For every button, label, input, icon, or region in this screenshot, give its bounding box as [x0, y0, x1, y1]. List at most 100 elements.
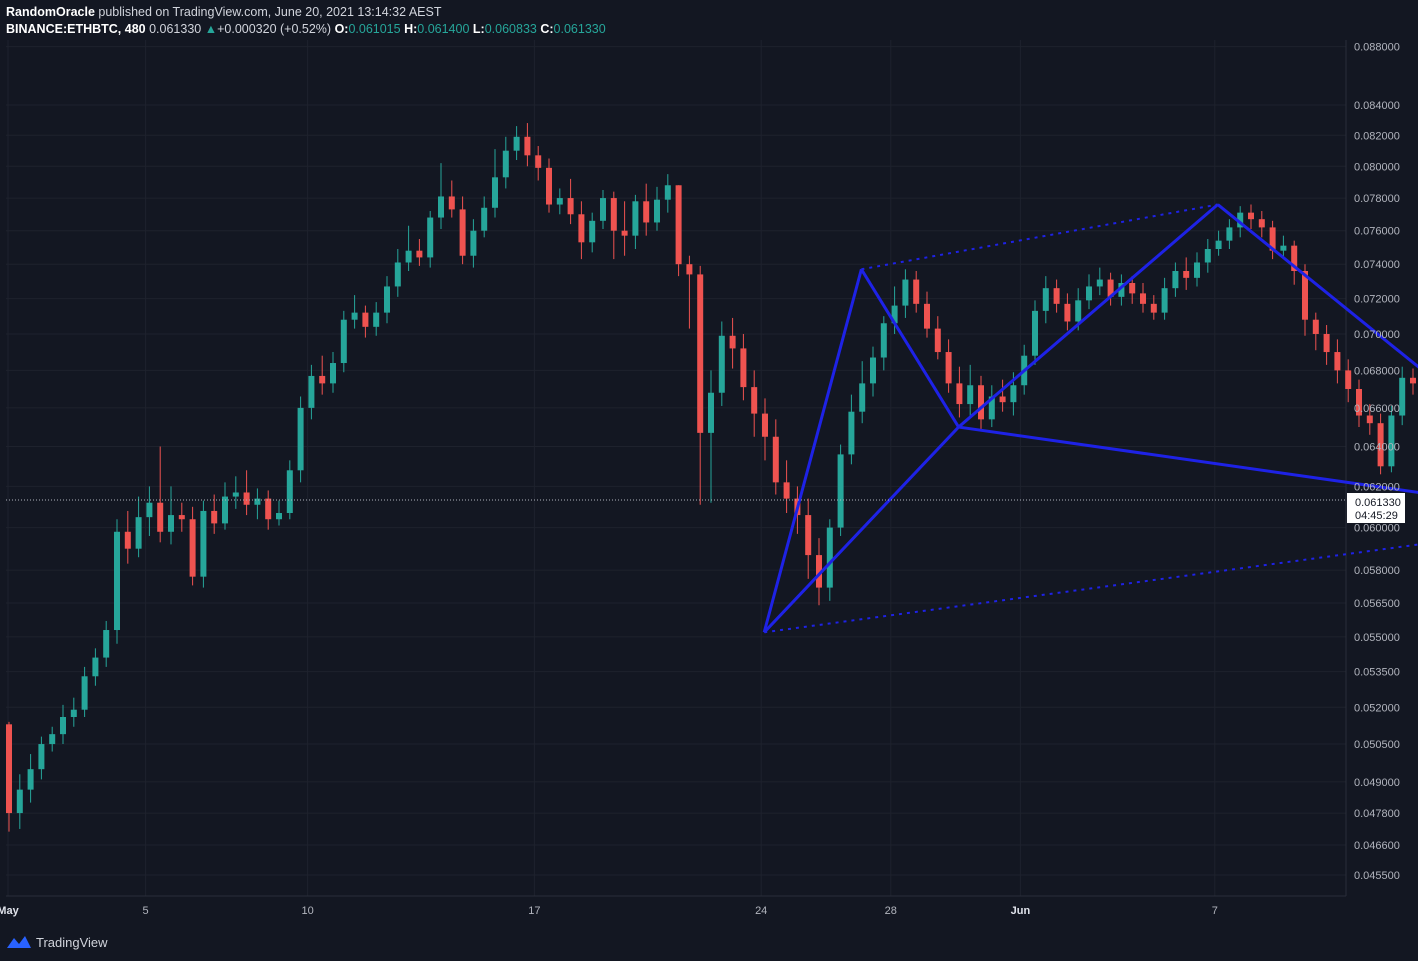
- candle-body: [427, 217, 434, 258]
- pattern-dotted-line: [764, 543, 1418, 634]
- high-label: H:: [404, 22, 418, 36]
- pattern-leg: [958, 425, 1418, 494]
- time-tick-label: 5: [143, 905, 149, 917]
- candle-body: [438, 196, 444, 218]
- candle-body: [1258, 219, 1265, 228]
- candle-body: [1291, 245, 1298, 271]
- last-price-marker: 0.061330 04:45:29: [1347, 493, 1405, 523]
- open-value: 0.061015: [348, 22, 401, 36]
- candle-body: [600, 198, 606, 221]
- candle-body: [459, 209, 466, 256]
- cypher-pattern[interactable]: Cypher: [762, 203, 1418, 634]
- time-tick-label: Jun: [1011, 905, 1031, 917]
- candle-body: [1323, 333, 1330, 353]
- tradingview-logo-icon[interactable]: [6, 935, 32, 949]
- price-tick-label: 0.056500: [1354, 598, 1400, 610]
- candle-body: [783, 482, 790, 499]
- price-tick-label: 0.070000: [1354, 329, 1400, 341]
- candle-body: [654, 199, 660, 223]
- time-axis[interactable]: May510172428Jun7142125: [0, 905, 1418, 917]
- candle-body: [70, 709, 77, 717]
- candle-body: [168, 515, 174, 532]
- candle-body: [708, 392, 714, 433]
- candle-body: [934, 328, 941, 353]
- chart-header: RandomOracle published on TradingView.co…: [0, 0, 1418, 40]
- candle-body: [49, 734, 56, 745]
- candle-body: [502, 150, 509, 178]
- candle-body: [1215, 240, 1222, 250]
- candle-body: [880, 323, 887, 358]
- candle-body: [1042, 288, 1049, 311]
- time-tick-label: 10: [301, 905, 313, 917]
- candle-body: [16, 789, 23, 814]
- candle-body: [567, 198, 574, 215]
- candle-body: [729, 335, 736, 349]
- candle-body: [38, 744, 45, 770]
- candle-body: [394, 262, 401, 287]
- candle-body: [1388, 415, 1395, 467]
- candle-body: [632, 201, 639, 236]
- candle-body: [1312, 319, 1319, 334]
- symbol-label[interactable]: BINANCE:ETHBTC, 480: [6, 22, 146, 36]
- price-tick-label: 0.074000: [1354, 259, 1400, 271]
- candle-body: [1150, 303, 1157, 313]
- candle-body: [664, 185, 671, 200]
- low-value: 0.060833: [484, 22, 537, 36]
- countdown-label: 04:45:29: [1355, 510, 1398, 522]
- price-tick-label: 0.060000: [1354, 523, 1400, 535]
- high-value: 0.061400: [417, 22, 470, 36]
- candle-body: [1334, 352, 1341, 371]
- price-chart[interactable]: Cypher 0.0880000.0840000.0820000.0800000…: [0, 0, 1418, 932]
- candle-body: [805, 515, 812, 556]
- candle-body: [1107, 279, 1114, 297]
- candle-body: [1248, 212, 1254, 220]
- price-tick-label: 0.058000: [1354, 565, 1400, 577]
- candle-body: [276, 513, 282, 520]
- candle-body: [848, 411, 855, 455]
- price-axis[interactable]: 0.088000 0.084000 0.082000 0.080000 0.078000…: [1354, 42, 1400, 882]
- candle-body: [351, 312, 358, 320]
- candle-body: [1269, 227, 1276, 251]
- symbol-line: BINANCE:ETHBTC, 480 0.061330 ▲+0.000320 …: [6, 22, 606, 36]
- author-name[interactable]: RandomOracle: [6, 5, 95, 19]
- candle-body: [891, 305, 898, 324]
- price-tick-label: 0.066000: [1354, 403, 1400, 415]
- brand-name[interactable]: TradingView: [36, 934, 108, 950]
- candle-body: [297, 407, 304, 471]
- pattern-dotted-line: [861, 203, 1218, 271]
- price-tick-label: 0.052000: [1354, 702, 1400, 714]
- candle-body: [535, 155, 542, 168]
- last-price-label: 0.061330: [1355, 497, 1401, 509]
- candle-body: [103, 630, 110, 658]
- candle-body: [956, 383, 963, 405]
- candle-body: [1302, 270, 1308, 320]
- price-tick-label: 0.072000: [1354, 294, 1400, 306]
- candle-body: [610, 198, 617, 231]
- candle-body: [81, 676, 88, 710]
- candle-body: [589, 220, 596, 243]
- candle-body: [492, 177, 498, 208]
- candle-body: [978, 385, 984, 420]
- candle-body: [286, 470, 293, 514]
- close-value: 0.061330: [553, 22, 606, 36]
- candle-body: [405, 250, 412, 263]
- candle-body: [448, 196, 455, 210]
- candle-body: [1410, 377, 1416, 384]
- candle-body: [211, 510, 218, 524]
- candle-body: [157, 502, 164, 532]
- time-tick-label: 7: [1212, 905, 1218, 917]
- candle-body: [200, 510, 207, 577]
- open-label: O:: [334, 22, 349, 36]
- candle-body: [1280, 245, 1287, 251]
- change-value: +0.000320 (+0.52%): [217, 22, 332, 36]
- candle-body: [60, 716, 66, 735]
- candle-body: [1237, 212, 1244, 228]
- candle-body: [675, 185, 682, 265]
- candle-body: [1345, 370, 1352, 389]
- candle-body: [114, 531, 120, 631]
- candle-body: [1053, 288, 1060, 304]
- candle-body: [27, 769, 34, 790]
- candle-body: [481, 207, 488, 231]
- price-tick-label: 0.080000: [1354, 161, 1400, 173]
- candle-body: [762, 413, 768, 437]
